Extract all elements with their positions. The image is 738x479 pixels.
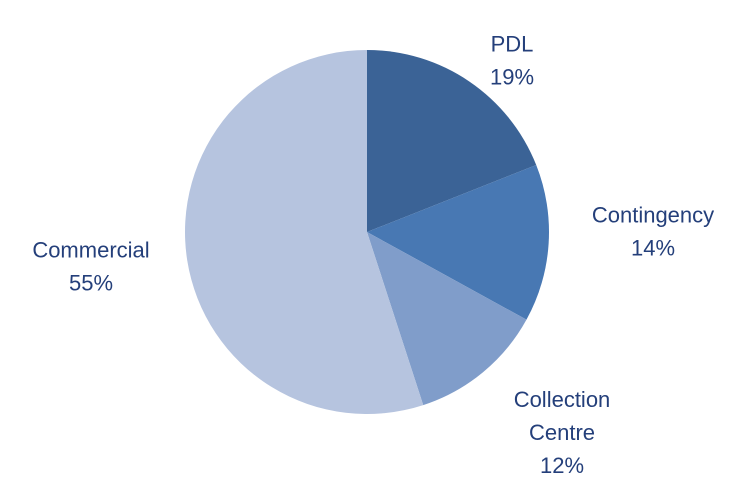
slice-value-label: 55% bbox=[69, 270, 113, 295]
slice-name-line: Collection bbox=[514, 387, 611, 412]
slice-name-line: Centre bbox=[529, 420, 595, 445]
slice-value-label: 19% bbox=[490, 64, 534, 89]
pie-slice bbox=[367, 50, 537, 232]
slice-name: Contingency bbox=[592, 202, 714, 227]
slice-value-label: 14% bbox=[631, 235, 675, 260]
slice-name: Commercial bbox=[32, 237, 149, 262]
slice-name-line: PDL bbox=[491, 31, 534, 56]
pie-slice bbox=[185, 50, 424, 414]
slice-name-line: Commercial bbox=[32, 237, 149, 262]
slice-name-line: Contingency bbox=[592, 202, 714, 227]
slice-name: Collection Centre bbox=[514, 387, 611, 445]
pie-slice bbox=[367, 165, 549, 320]
slice-value-label: 12% bbox=[540, 453, 584, 478]
pie-slice bbox=[367, 232, 527, 406]
slice-name: PDL bbox=[491, 31, 534, 56]
